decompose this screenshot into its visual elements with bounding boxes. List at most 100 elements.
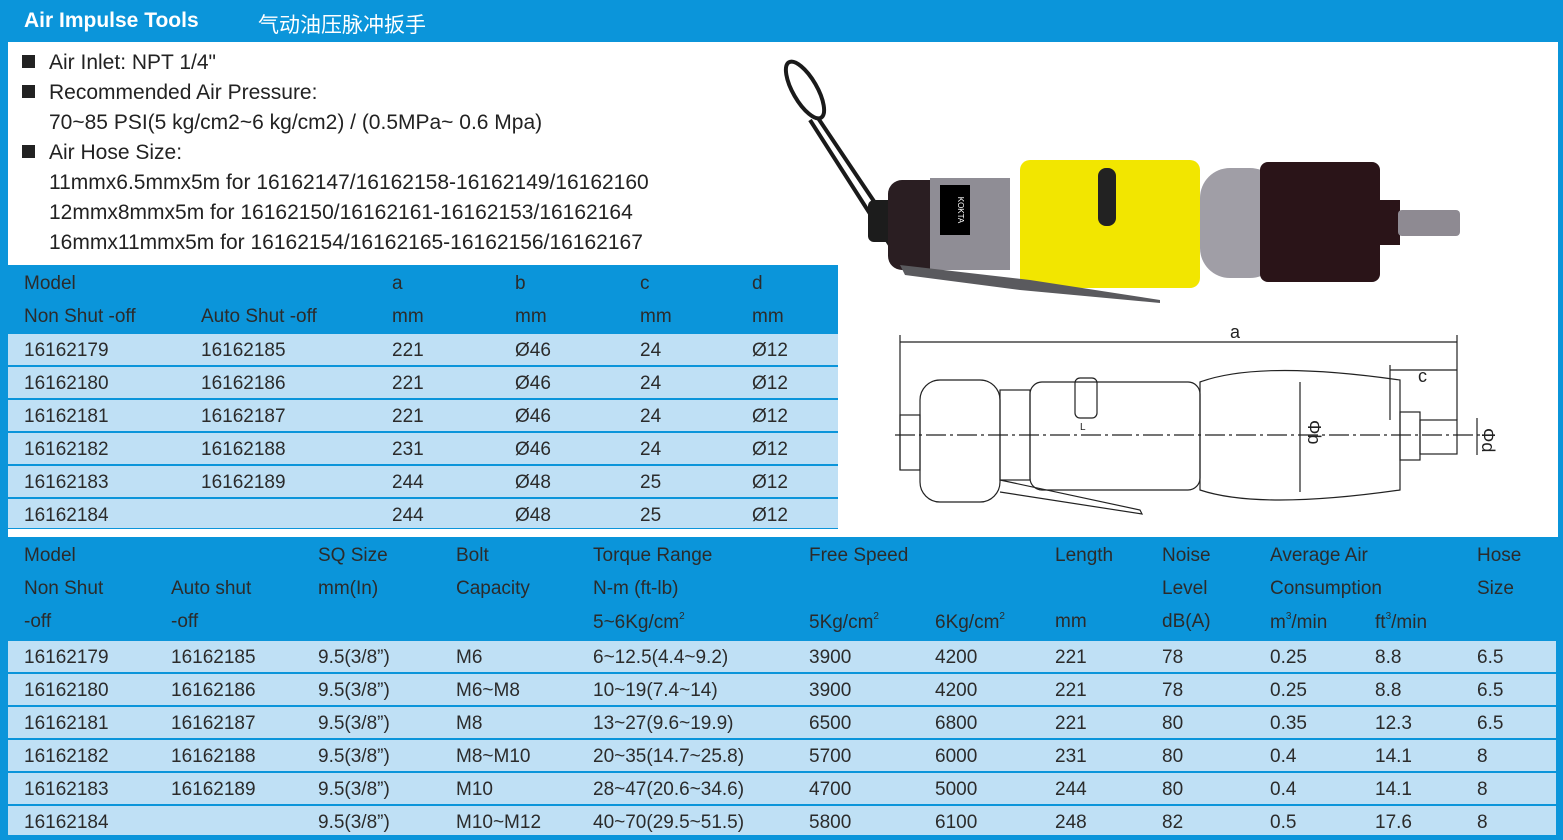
table-cell: 244 [392,505,424,526]
column-header: Auto Shut -off [201,306,317,327]
spec-pressure: Recommended Air Pressure: [22,81,317,105]
table-cell: 3900 [809,647,852,668]
table-cell: 16162182 [24,746,109,767]
column-header: mm [515,306,547,327]
spec-table: Model SQ Size Bolt Torque Range Free Speed Le… [8,537,1558,840]
column-header: Average Air [1270,545,1368,566]
table-cell: 82 [1162,812,1184,833]
table-cell: Ø48 [515,472,551,493]
table-cell: 6~12.5(4.4~9.2) [593,647,729,668]
table-cell: M8 [456,713,483,734]
table-cell: 16162189 [171,779,256,800]
table-cell: 9.5(3/8”) [318,812,390,833]
page-title: Air Impulse Tools [24,9,199,32]
table-row: 16162184 244 Ø48 25 Ø12 [8,497,838,528]
column-header: Size [1477,578,1514,599]
dimension-diagram: a c Φb Φd L [895,322,1498,515]
column-header: Model [24,273,76,294]
table-cell: 6800 [935,713,978,734]
bullet-icon [22,145,35,158]
switch-label: L [1080,422,1086,433]
table-cell: Ø12 [752,340,788,361]
column-header: dB(A) [1162,611,1211,632]
table-row: 16162182 16162188 231 Ø46 24 Ø12 [8,431,838,464]
table-cell: 221 [392,340,424,361]
table-cell: 16162183 [24,779,109,800]
table-cell: 244 [392,472,424,493]
table-cell: 80 [1162,779,1184,800]
column-header: ft3/min [1375,611,1428,633]
table-cell: 24 [640,439,662,460]
spec-text: Air Hose Size: [49,141,183,164]
column-header: Free Speed [809,545,909,566]
table-cell: 16162180 [24,373,109,394]
svg-text:KOKTA: KOKTA [956,197,965,224]
table-cell: 231 [1055,746,1087,767]
table-cell: M10~M12 [456,812,542,833]
table-cell: 16162185 [201,340,286,361]
table-cell: Ø46 [515,373,551,394]
table-cell: 14.1 [1375,746,1412,767]
table-cell: 24 [640,406,662,427]
table-cell: 248 [1055,812,1087,833]
table-cell: Ø46 [515,439,551,460]
table-cell: 9.5(3/8”) [318,680,390,701]
table-cell: 8 [1477,812,1488,833]
table-row: 16162183 16162189 244 Ø48 25 Ø12 [8,464,838,497]
table-cell: 10~19(7.4~14) [593,680,718,701]
table-cell: 9.5(3/8”) [318,746,390,767]
table-cell: 0.25 [1270,647,1307,668]
table-cell: 16162189 [201,472,286,493]
column-header: Non Shut -off [24,306,136,327]
table-cell: 28~47(20.6~34.6) [593,779,745,800]
table-cell: 6000 [935,746,978,767]
column-header: a [392,273,403,294]
dim-label-b: Φb [1304,420,1324,444]
table-cell: 17.6 [1375,812,1412,833]
table-cell: 8 [1477,779,1488,800]
column-header: b [515,273,526,294]
bullet-icon [22,55,35,68]
column-header: N-m (ft-lb) [593,578,679,599]
spec-air-inlet: Air Inlet: NPT 1/4" [22,51,216,75]
table-cell: 16162184 [24,812,109,833]
table-cell: 16162179 [24,340,109,361]
table-cell: 8 [1477,746,1488,767]
table-cell: 24 [640,373,662,394]
table-cell: 8.8 [1375,680,1402,701]
table-cell: M10 [456,779,493,800]
table-cell: 5000 [935,779,978,800]
table-cell: 16162188 [201,439,286,460]
hose-line: 11mmx6.5mmx5m for 16162147/16162158-1616… [49,171,649,194]
table-cell: 0.4 [1270,746,1297,767]
table-cell: 5800 [809,812,852,833]
table-cell: 0.5 [1270,812,1297,833]
column-header: Length [1055,545,1114,566]
column-header: 5Kg/cm2 [809,611,879,633]
column-header: d [752,273,763,294]
page-title-chinese: 气动油压脉冲扳手 [258,14,426,37]
table-cell: M6~M8 [456,680,520,701]
dim-label-a: a [1230,322,1241,342]
column-header: Hose [1477,545,1522,566]
title-bar: Air Impulse Tools 气动油压脉冲扳手 [0,0,1563,42]
table-cell: Ø12 [752,505,788,526]
table-cell: 25 [640,472,662,493]
table-row: 16162181 16162187 221 Ø46 24 Ø12 [8,398,838,431]
table-cell: 24 [640,340,662,361]
table-cell: 16162179 [24,647,109,668]
table-cell: M6 [456,647,483,668]
table-cell: 16162182 [24,439,109,460]
column-header: Non Shut [24,578,104,599]
table-cell: 16162180 [24,680,109,701]
table-cell: 9.5(3/8”) [318,779,390,800]
table-cell: 16162183 [24,472,109,493]
column-header: Torque Range [593,545,713,566]
table-cell: 4700 [809,779,852,800]
table-cell: 6.5 [1477,647,1504,668]
table-cell: 6100 [935,812,978,833]
table-cell: 3900 [809,680,852,701]
table-cell: 80 [1162,713,1184,734]
table-cell: 221 [1055,647,1087,668]
brand-logo [940,185,970,235]
